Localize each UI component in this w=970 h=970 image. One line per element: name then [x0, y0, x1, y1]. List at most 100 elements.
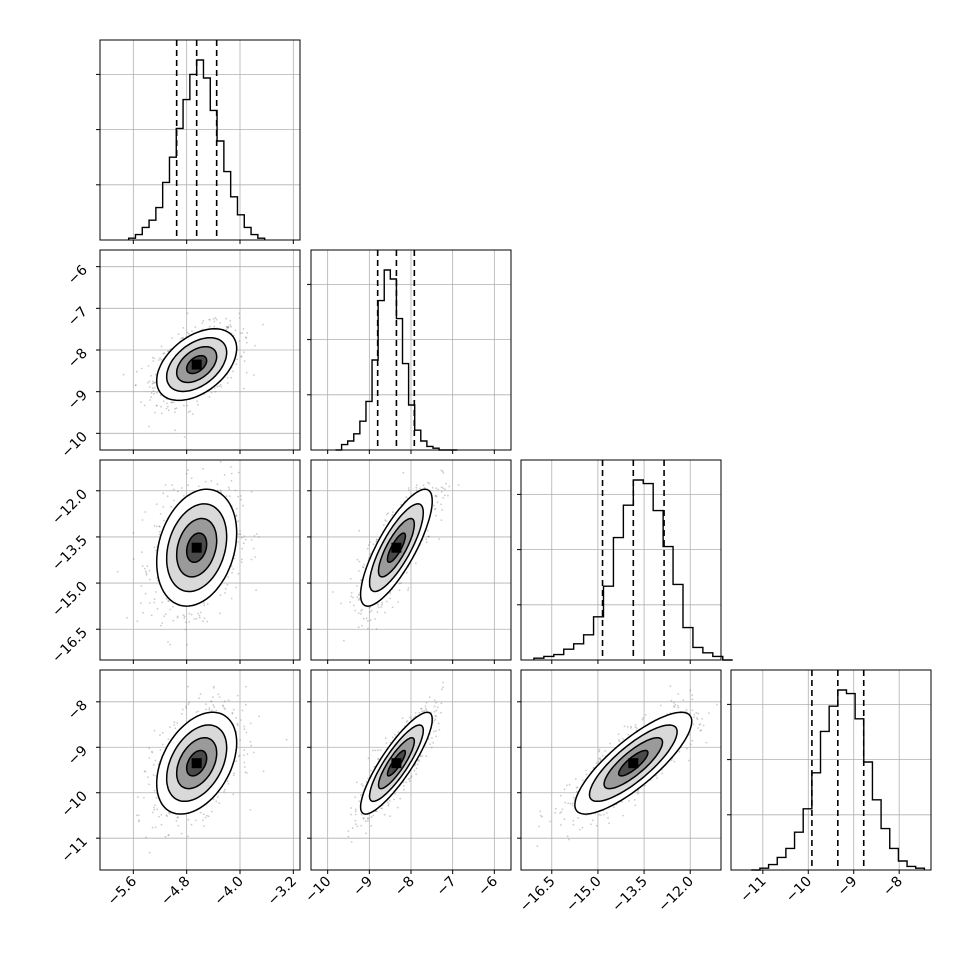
scatter-point: [241, 547, 244, 550]
scatter-point: [143, 404, 146, 407]
scatter-point: [227, 327, 230, 329]
scatter-point: [406, 571, 408, 574]
scatter-point: [227, 325, 230, 328]
scatter-point: [413, 769, 416, 772]
scatter-point: [233, 557, 236, 560]
scatter-point: [238, 754, 241, 757]
y-tick-label: −15.0: [49, 579, 91, 621]
x-tick-label: −9: [835, 874, 861, 900]
scatter-point: [435, 735, 437, 738]
scatter-point: [240, 561, 243, 564]
scatter-point: [243, 754, 245, 757]
scatter-point: [237, 533, 240, 535]
scatter-point: [152, 382, 155, 384]
scatter-point: [689, 689, 692, 692]
scatter-point: [235, 716, 238, 719]
panel-frame: [99, 459, 301, 661]
scatter-point: [176, 615, 179, 618]
scatter-point: [242, 328, 245, 330]
scatter-point: [661, 772, 663, 775]
scatter-point: [190, 823, 193, 826]
scatter-point: [405, 721, 408, 723]
scatter-point: [362, 617, 365, 620]
scatter-point: [191, 330, 193, 332]
scatter-point: [360, 612, 362, 615]
scatter-point: [144, 511, 147, 513]
scatter-point: [162, 400, 165, 403]
scatter-point: [254, 556, 257, 558]
scatter-point: [186, 404, 188, 407]
scatter-point: [362, 566, 365, 569]
scatter-point: [153, 392, 155, 395]
scatter-point: [356, 558, 359, 561]
scatter-point: [213, 685, 215, 688]
scatter-point: [437, 488, 440, 491]
scatter-point: [243, 360, 246, 362]
scatter-point: [376, 810, 378, 813]
scatter-point: [172, 619, 175, 622]
scatter-point: [142, 611, 145, 614]
scatter-point: [183, 404, 185, 407]
scatter-point: [433, 508, 436, 511]
scatter-point: [599, 757, 601, 759]
scatter-point: [414, 562, 417, 565]
scatter-point: [167, 600, 170, 602]
scatter-point: [354, 810, 357, 813]
scatter-point: [161, 743, 164, 746]
scatter-point: [153, 524, 156, 527]
scatter-point: [427, 481, 429, 484]
scatter-point: [392, 511, 394, 513]
scatter-point: [250, 744, 253, 747]
scatter-point: [202, 319, 205, 322]
contour-line: [165, 503, 228, 593]
scatter-point: [213, 320, 216, 323]
scatter-point: [441, 509, 443, 511]
scatter-point: [350, 841, 353, 843]
scatter-point: [213, 387, 216, 389]
panel-1-0: [100, 250, 300, 450]
scatter-point: [438, 538, 440, 540]
scatter-point: [425, 755, 428, 758]
scatter-point: [164, 835, 167, 838]
scatter-point: [231, 712, 234, 715]
scatter-point: [240, 558, 243, 561]
scatter-point: [408, 780, 411, 782]
scatter-point: [216, 483, 219, 486]
scatter-point: [402, 471, 405, 474]
scatter-point: [140, 367, 143, 370]
scatter-point: [225, 317, 228, 320]
scatter-point: [425, 538, 428, 541]
scatter-point: [208, 708, 211, 711]
scatter-point: [246, 753, 249, 755]
scatter-point: [175, 407, 178, 410]
scatter-point: [152, 360, 155, 362]
scatter-point: [444, 488, 446, 491]
scatter-point: [407, 778, 410, 781]
scatter-point: [166, 815, 168, 818]
scatter-point: [126, 616, 128, 619]
scatter-point: [240, 495, 242, 497]
scatter-point: [172, 488, 175, 491]
scatter-point: [232, 568, 235, 570]
scatter-point: [673, 702, 675, 704]
scatter-point: [171, 484, 174, 486]
scatter-point: [386, 801, 389, 804]
scatter-point: [354, 813, 357, 816]
scatter-point: [362, 566, 364, 568]
scatter-point: [233, 772, 236, 775]
contour-line: [368, 724, 425, 803]
scatter-point: [358, 570, 360, 572]
scatter-point: [162, 352, 165, 355]
scatter-point: [240, 536, 243, 539]
scatter-point: [177, 490, 179, 493]
scatter-point: [354, 609, 356, 612]
scatter-point: [162, 519, 165, 522]
density-peak: [391, 758, 402, 769]
panel-3-1: [311, 670, 511, 870]
scatter-point: [186, 312, 189, 315]
scatter-point: [362, 817, 365, 820]
scatter-point: [358, 560, 361, 563]
scatter-point: [591, 819, 594, 822]
scatter-point: [408, 489, 410, 491]
